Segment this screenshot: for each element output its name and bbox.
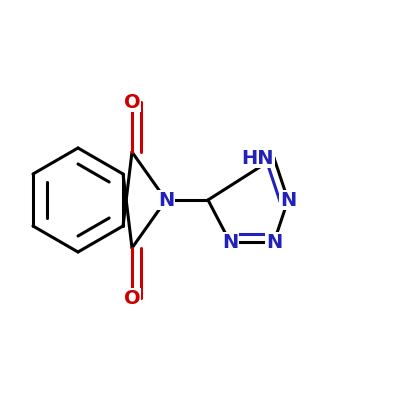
Text: N: N <box>266 232 282 252</box>
Text: O: O <box>124 92 140 112</box>
Text: HN: HN <box>242 148 274 168</box>
Text: O: O <box>124 288 140 308</box>
Text: N: N <box>222 232 238 252</box>
Text: N: N <box>280 190 296 210</box>
Text: N: N <box>158 190 174 210</box>
